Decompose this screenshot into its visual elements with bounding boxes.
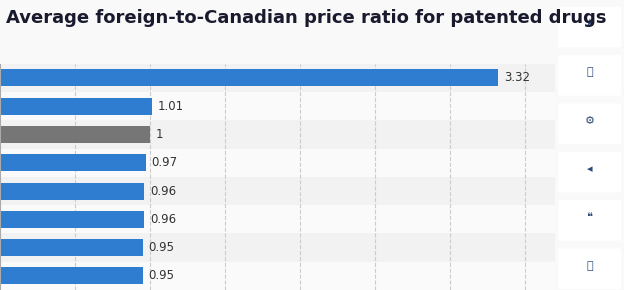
Bar [0, 239, 143, 256]
FancyBboxPatch shape [558, 7, 622, 47]
Text: 1: 1 [156, 128, 163, 141]
Bar [0, 154, 145, 171]
Bar [0, 211, 144, 228]
Text: 0.95: 0.95 [149, 269, 175, 282]
Bar [0, 233, 555, 262]
Text: 0.96: 0.96 [150, 184, 176, 197]
Bar [0, 120, 555, 148]
Bar [0, 183, 144, 200]
Bar [0, 177, 555, 205]
Text: Average foreign-to-Canadian price ratio for patented drugs: Average foreign-to-Canadian price ratio … [6, 9, 607, 27]
Bar [0, 92, 555, 120]
Bar [0, 98, 152, 115]
Bar [0, 267, 143, 284]
Text: 🔔: 🔔 [587, 68, 593, 77]
Bar [0, 148, 555, 177]
Text: 0.95: 0.95 [149, 241, 175, 254]
Text: 🖨: 🖨 [587, 261, 593, 271]
Text: 1.01: 1.01 [158, 100, 183, 113]
Text: 0.96: 0.96 [150, 213, 176, 226]
Bar [0, 262, 555, 290]
Bar [0, 126, 150, 143]
Bar [0, 69, 499, 86]
Text: 0.97: 0.97 [152, 156, 178, 169]
FancyBboxPatch shape [558, 104, 622, 144]
Text: 3.32: 3.32 [504, 71, 530, 84]
Text: ❝: ❝ [587, 213, 593, 222]
Text: ★: ★ [585, 19, 595, 29]
Text: ◂: ◂ [587, 164, 593, 174]
FancyBboxPatch shape [558, 200, 622, 241]
FancyBboxPatch shape [558, 55, 622, 96]
Bar [0, 64, 555, 92]
FancyBboxPatch shape [558, 152, 622, 192]
Text: ⚙: ⚙ [585, 116, 595, 126]
Bar [0, 205, 555, 233]
FancyBboxPatch shape [558, 249, 622, 289]
